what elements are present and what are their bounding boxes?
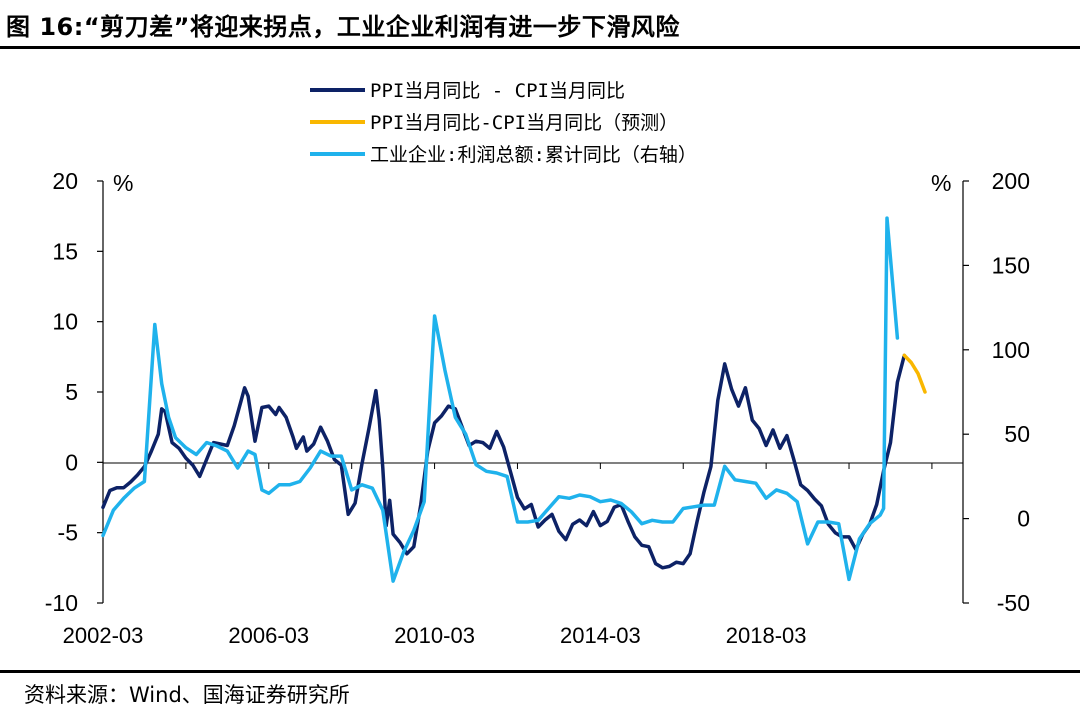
source-note: 资料来源：Wind、国海证券研究所 (24, 683, 350, 707)
left-axis-tick-label: -5 (58, 520, 78, 546)
right-axis-tick-label: 200 (992, 168, 1030, 194)
right-axis-unit: % (931, 170, 951, 196)
chart-title: 图 16:“剪刀差”将迎来拐点，工业企业利润有进一步下滑风险 (6, 13, 680, 41)
left-axis-tick-label: -10 (45, 590, 78, 616)
chart-legend: PPI当月同比 - CPI当月同比 PPI当月同比-CPI当月同比（预测） 工业企业… (310, 80, 697, 166)
left-axis-tick-label: 10 (52, 309, 78, 335)
right-axis-tick-label: 150 (992, 252, 1030, 278)
legend-label-1: PPI当月同比 - CPI当月同比 (370, 80, 625, 102)
title-rule (0, 46, 1080, 49)
left-axis-tick-label: 0 (65, 449, 78, 475)
legend-label-3: 工业企业:利润总额:累计同比（右轴） (370, 144, 697, 166)
x-axis-tick-label: 2018-03 (726, 623, 807, 648)
right-axis-tick-label: -50 (997, 590, 1030, 616)
x-axis-tick-label: 2010-03 (394, 623, 475, 648)
left-axis-tick-label: 15 (52, 238, 78, 264)
series-line-1 (101, 353, 907, 570)
right-axis-tick-label: 50 (1004, 421, 1030, 447)
series-line-3 (101, 216, 900, 583)
right-axis-tick-label: 100 (992, 337, 1030, 363)
left-axis-tick-label: 20 (52, 168, 78, 194)
x-axis-tick-label: 2014-03 (560, 623, 641, 648)
left-axis-unit: % (113, 170, 133, 196)
chart-svg: PPI当月同比 - CPI当月同比 PPI当月同比-CPI当月同比（预测） 工业企业… (45, 80, 1030, 648)
right-axis-tick-label: 0 (1017, 506, 1030, 532)
x-axis-tick-label: 2002-03 (63, 623, 144, 648)
source-rule (0, 670, 1080, 673)
legend-label-2: PPI当月同比-CPI当月同比（预测） (370, 112, 678, 134)
left-axis-tick-label: 5 (65, 379, 78, 405)
series-line-2 (902, 353, 927, 394)
x-axis-tick-label: 2006-03 (228, 623, 309, 648)
chart-series (101, 216, 927, 583)
